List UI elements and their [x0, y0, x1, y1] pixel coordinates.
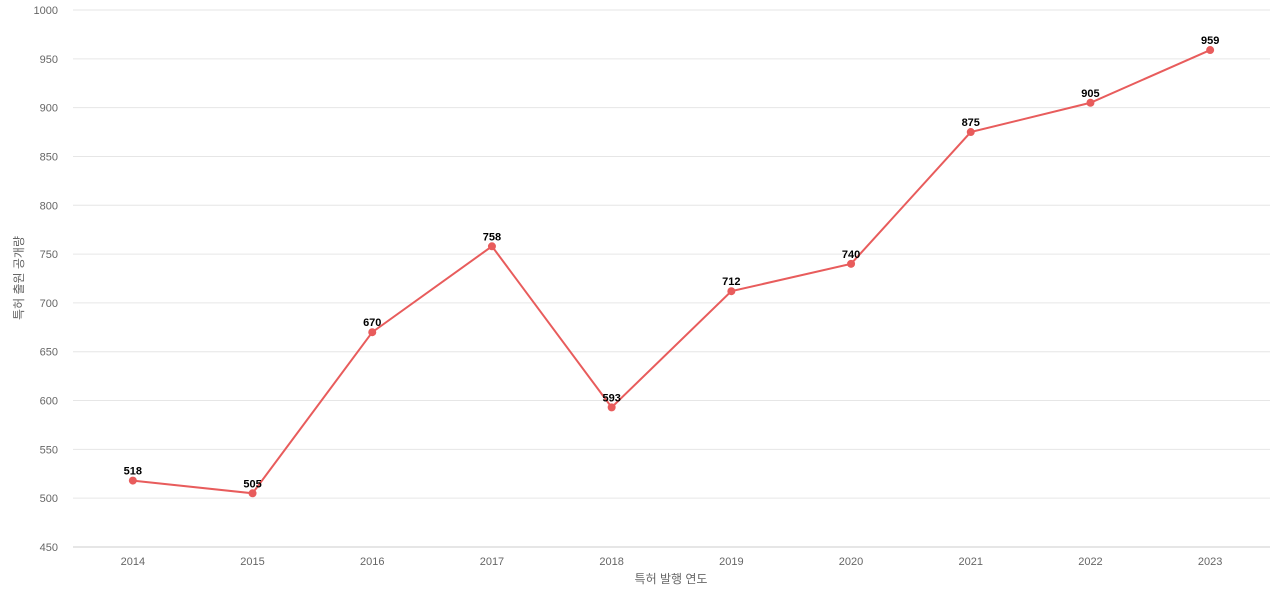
data-labels: 518 505 670 758 593 712 740 875 905 959 [124, 35, 1220, 490]
y-tick-label: 550 [40, 444, 58, 456]
data-label: 670 [363, 317, 381, 329]
data-label: 740 [842, 249, 860, 261]
data-label: 518 [124, 466, 142, 478]
x-tick-label: 2014 [121, 556, 145, 568]
x-tick-label: 2017 [480, 556, 504, 568]
y-tick-label: 700 [40, 298, 58, 310]
y-tick-label: 750 [40, 249, 58, 261]
x-tick-label: 2020 [839, 556, 863, 568]
y-tick-label: 600 [40, 396, 58, 408]
data-label: 875 [962, 117, 980, 129]
grid [73, 9, 1270, 499]
data-point [487, 242, 496, 251]
x-tick-label: 2019 [719, 556, 743, 568]
data-label: 758 [483, 231, 501, 243]
y-tick-label: 950 [40, 54, 58, 66]
data-point [847, 259, 856, 268]
y-tick-label: 450 [40, 542, 58, 554]
data-point [966, 128, 975, 137]
x-tick-label: 2021 [959, 556, 983, 568]
y-tick-label: 900 [40, 103, 58, 115]
x-tick-label: 2016 [360, 556, 384, 568]
data-label: 959 [1201, 35, 1219, 47]
y-tick-label: 800 [40, 200, 58, 212]
series [128, 46, 1215, 498]
series-line [132, 49, 1211, 495]
y-tick-label: 850 [40, 151, 58, 163]
data-label: 593 [602, 392, 620, 404]
x-axis-title: 특허 발행 연도 [635, 571, 708, 586]
y-tick-label: 650 [40, 347, 58, 359]
x-tick-label: 2023 [1198, 556, 1222, 568]
y-axis-ticks: 450 500 550 600 650 700 750 800 850 900 950 1000 [34, 5, 58, 554]
data-point [727, 287, 736, 296]
y-axis-title: 특허 출원 공개량 [12, 236, 26, 320]
data-label: 505 [243, 478, 261, 490]
data-point [368, 328, 377, 337]
y-tick-label: 500 [40, 493, 58, 505]
x-tick-label: 2022 [1078, 556, 1102, 568]
x-tick-label: 2018 [599, 556, 623, 568]
data-point [128, 476, 137, 485]
x-tick-label: 2015 [240, 556, 264, 568]
x-axis-ticks: 2014 2015 2016 2017 2018 2019 2020 2021 2022 2023 [121, 556, 1223, 568]
data-label: 712 [722, 276, 740, 288]
data-point [1086, 98, 1095, 107]
data-point [248, 489, 257, 498]
data-point [1206, 46, 1215, 55]
data-label: 905 [1081, 88, 1099, 100]
y-tick-label: 1000 [34, 5, 58, 17]
data-point [607, 403, 616, 412]
